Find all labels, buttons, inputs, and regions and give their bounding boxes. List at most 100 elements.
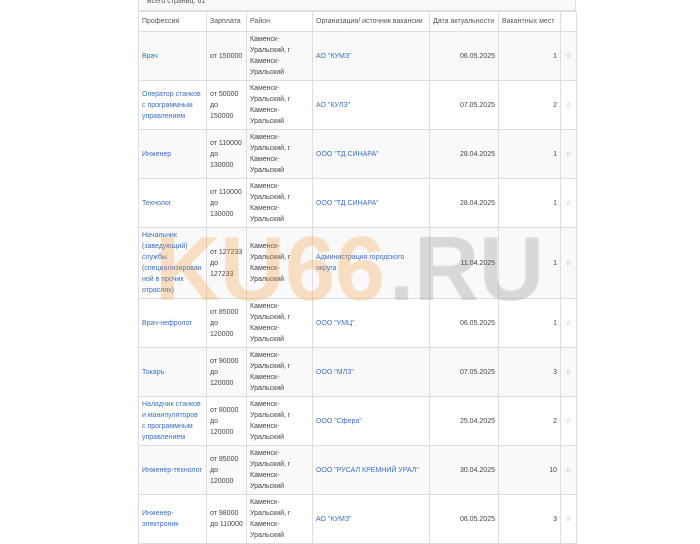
profession-cell: Технолог [138, 178, 207, 228]
organization-link[interactable]: АО "КУЛЗ" [316, 101, 351, 109]
profession-link[interactable]: Оператор станков с программным управлени… [142, 90, 201, 120]
date-cell: 07.05.2025 [429, 347, 499, 397]
table-row: Врач-нефролог от 85000 до 120000 Каменск-У… [138, 298, 577, 348]
header-organization: Организация/ источник вакансии [312, 11, 430, 32]
salary-cell: от 95000 до 120000 [206, 445, 247, 495]
star-outline-icon[interactable]: ☆ [565, 515, 572, 523]
district-cell: Каменск-Уральский, г Каменск-Уральский [246, 445, 313, 495]
profession-link[interactable]: Токарь [142, 368, 165, 376]
organization-link[interactable]: ООО "Сфера" [316, 417, 362, 425]
vacancies-cell: 2 [498, 80, 561, 130]
table-row: Токарь от 90000 до 120000 Каменск-Уральски… [138, 347, 577, 397]
star-outline-icon[interactable]: ☆ [565, 417, 572, 425]
profession-cell: Оператор станков с программным управлени… [138, 80, 207, 130]
vacancies-cell: 1 [498, 129, 561, 179]
date-cell: 28.04.2025 [429, 178, 499, 228]
organization-link[interactable]: ООО "МЛЗ" [316, 368, 354, 376]
organization-link[interactable]: ООО "ТД СИНАРА" [316, 150, 379, 158]
profession-link[interactable]: Технолог [142, 199, 172, 207]
table-row: Инженер-технолог от 95000 до 120000 Каменс… [138, 445, 577, 495]
pages-total: Всего страниц: 61 [138, 0, 576, 11]
profession-cell: Инженер-технолог [138, 445, 207, 495]
favorite-cell: ☆ [560, 494, 577, 544]
star-outline-icon[interactable]: ☆ [565, 259, 572, 267]
salary-cell: от 80000 до 120000 [206, 396, 247, 446]
organization-cell: ООО "Сфера" [312, 396, 430, 446]
table-row: Инженер от 110000 до 130000 Каменск-Уральс… [138, 129, 577, 179]
organization-link[interactable]: Администрация городского округа [316, 254, 405, 272]
district-cell: Каменск-Уральский, г Каменск-Уральский [246, 178, 313, 228]
date-cell: 06.05.2025 [429, 494, 499, 544]
star-outline-icon[interactable]: ☆ [565, 150, 572, 158]
table-row: Инженер-электроник от 98000 до 110000 Каме… [138, 494, 577, 544]
profession-cell: Наладчик станков и манипуляторов с прогр… [138, 396, 207, 446]
star-outline-icon[interactable]: ☆ [565, 101, 572, 109]
header-salary: Зарплата [206, 11, 247, 32]
district-cell: Каменск-Уральский, г Каменск-Уральский [246, 31, 313, 81]
favorite-cell: ☆ [560, 129, 577, 179]
vacancies-cell: 1 [498, 31, 561, 81]
organization-cell: ООО "МЛЗ" [312, 347, 430, 397]
profession-link[interactable]: Врач-нефролог [142, 319, 193, 327]
profession-cell: Начальник (заведующий) службы (специализ… [138, 227, 207, 299]
salary-cell: от 50000 до 150000 [206, 80, 247, 130]
organization-cell: ООО "УМЦ" [312, 298, 430, 348]
district-cell: Каменск-Уральский, г Каменск-Уральский [246, 396, 313, 446]
date-cell: 30.04.2025 [429, 445, 499, 495]
profession-link[interactable]: Инженер [142, 150, 172, 158]
profession-link[interactable]: Начальник (заведующий) службы (специализ… [142, 232, 202, 294]
profession-link[interactable]: Инженер-электроник [142, 510, 179, 528]
favorite-cell: ☆ [560, 31, 577, 81]
favorite-cell: ☆ [560, 396, 577, 446]
organization-cell: АО "КУЛЗ" [312, 80, 430, 130]
salary-cell: от 150000 [206, 31, 247, 81]
organization-cell: АО "КУМЗ" [312, 494, 430, 544]
date-cell: 28.04.2025 [429, 129, 499, 179]
organization-cell: ООО "РУСАЛ КРЕМНИЙ УРАЛ" [312, 445, 430, 495]
star-outline-icon[interactable]: ☆ [565, 52, 572, 60]
profession-link[interactable]: Врач [142, 52, 158, 60]
table-row: Начальник (заведующий) службы (специализ… [138, 227, 577, 299]
organization-cell: ООО "ТД СИНАРА" [312, 129, 430, 179]
vacancy-table: Профессия Зарплата Район Организация/ источ… [138, 11, 577, 544]
organization-link[interactable]: АО "КУМЗ" [316, 515, 352, 523]
profession-link[interactable]: Наладчик станков и манипуляторов с прогр… [142, 401, 201, 441]
vacancies-cell: 3 [498, 494, 561, 544]
district-cell: Каменск-Уральский, г Каменск-Уральский [246, 80, 313, 130]
organization-link[interactable]: ООО "РУСАЛ КРЕМНИЙ УРАЛ" [316, 466, 419, 474]
profession-cell: Инженер-электроник [138, 494, 207, 544]
favorite-cell: ☆ [560, 227, 577, 299]
organization-link[interactable]: ООО "УМЦ" [316, 319, 355, 327]
date-cell: 06.05.2025 [429, 31, 499, 81]
favorite-cell: ☆ [560, 298, 577, 348]
district-cell: Каменск-Уральский, г Каменск-Уральский [246, 347, 313, 397]
star-outline-icon[interactable]: ☆ [565, 466, 572, 474]
date-cell: 25.04.2025 [429, 396, 499, 446]
salary-cell: от 98000 до 110000 [206, 494, 247, 544]
profession-cell: Врач-нефролог [138, 298, 207, 348]
organization-link[interactable]: АО "КУМЗ" [316, 52, 352, 60]
vacancies-cell: 1 [498, 227, 561, 299]
header-favorite [560, 11, 577, 32]
table-header: Профессия Зарплата Район Организация/ источ… [138, 11, 577, 32]
table-row: Технолог от 110000 до 130000 Каменск-Ураль… [138, 178, 577, 228]
star-outline-icon[interactable]: ☆ [565, 319, 572, 327]
salary-cell: от 110000 до 130000 [206, 129, 247, 179]
vacancies-cell: 2 [498, 396, 561, 446]
district-cell: Каменск-Уральский, г Каменск-Уральский [246, 129, 313, 179]
district-cell: Каменск-Уральский, г Каменск-Уральский [246, 298, 313, 348]
organization-link[interactable]: ООО "ТД СИНАРА" [316, 199, 379, 207]
profession-cell: Токарь [138, 347, 207, 397]
vacancies-cell: 3 [498, 347, 561, 397]
star-outline-icon[interactable]: ☆ [565, 199, 572, 207]
favorite-cell: ☆ [560, 445, 577, 495]
date-cell: 11.04.2025 [429, 227, 499, 299]
vacancies-cell: 10 [498, 445, 561, 495]
profession-link[interactable]: Инженер-технолог [142, 466, 203, 474]
header-profession: Профессия [138, 11, 207, 32]
star-outline-icon[interactable]: ☆ [565, 368, 572, 376]
district-cell: Каменск-Уральский, г Каменск-Уральский [246, 227, 313, 299]
organization-cell: ООО "ТД СИНАРА" [312, 178, 430, 228]
organization-cell: Администрация городского округа [312, 227, 430, 299]
salary-cell: от 110000 до 130000 [206, 178, 247, 228]
